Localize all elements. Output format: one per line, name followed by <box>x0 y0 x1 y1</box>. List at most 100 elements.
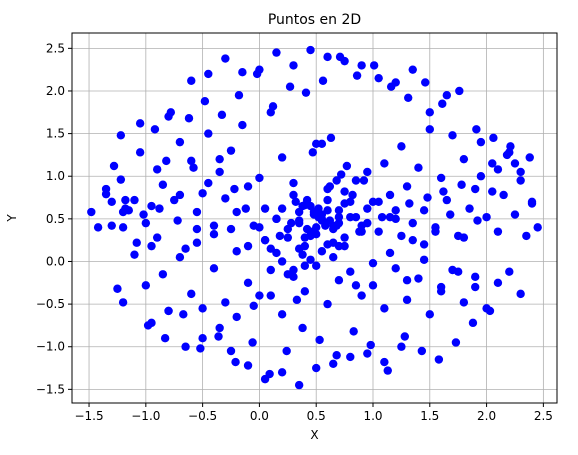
scatter-point <box>369 61 379 70</box>
y-tick-label: −1.5 <box>36 382 65 396</box>
scatter-point <box>243 278 253 287</box>
scatter-point <box>455 86 464 96</box>
scatter-point <box>116 131 126 140</box>
scatter-point <box>209 221 219 230</box>
scatter-point <box>329 253 338 262</box>
scatter-point <box>366 340 375 350</box>
scatter-point <box>302 195 312 205</box>
scatter-point <box>179 310 188 319</box>
x-tick-label: 2.5 <box>534 409 553 423</box>
scatter-point <box>323 240 332 249</box>
scatter-point <box>255 223 264 232</box>
scatter-point <box>282 346 291 356</box>
scatter-point <box>374 227 383 236</box>
scatter-point <box>357 227 366 236</box>
scatter-point <box>340 187 349 196</box>
scatter-point <box>101 184 111 194</box>
scatter-point <box>170 195 179 205</box>
scatter-point <box>141 218 151 228</box>
scatter-point <box>397 231 406 241</box>
scatter-point <box>289 265 298 275</box>
scatter-point <box>277 153 287 162</box>
y-tick-label: 0.5 <box>46 212 65 226</box>
scatter-point <box>380 357 389 367</box>
scatter-point <box>533 223 542 232</box>
scatter-point <box>457 180 466 189</box>
scatter-point <box>187 156 196 166</box>
scatter-point <box>405 199 414 208</box>
scatter-point <box>431 227 440 236</box>
scatter-point <box>209 229 219 239</box>
scatter-point <box>200 97 210 106</box>
x-tick-label: −0.5 <box>188 409 217 423</box>
scatter-point <box>221 54 230 63</box>
scatter-point <box>385 190 395 200</box>
scatter-point <box>255 291 264 300</box>
scatter-point <box>368 281 378 290</box>
scatter-point <box>377 212 387 222</box>
scatter-point <box>459 233 469 242</box>
scatter-point <box>363 349 372 358</box>
scatter-point <box>298 323 307 333</box>
scatter-point <box>215 167 224 177</box>
scatter-point <box>255 173 264 183</box>
scatter-point <box>516 167 525 177</box>
scatter-point <box>283 233 293 242</box>
scatter-point <box>198 334 207 343</box>
scatter-point <box>289 190 298 200</box>
scatter-point <box>332 221 341 230</box>
scatter-point <box>312 363 321 373</box>
scatter-point <box>359 176 369 185</box>
scatter-point <box>309 207 319 217</box>
scatter-point <box>346 352 355 362</box>
scatter-point <box>312 229 321 239</box>
scatter-point <box>476 137 486 147</box>
scatter-point <box>277 368 287 377</box>
scatter-point <box>243 241 253 251</box>
scatter-point <box>221 298 230 307</box>
scatter-point <box>147 241 156 251</box>
scatter-point <box>423 193 432 202</box>
scatter-point <box>291 197 300 207</box>
scatter-point <box>308 148 317 157</box>
scatter-point <box>130 250 139 259</box>
scatter-points <box>87 45 542 390</box>
scatter-point <box>493 165 503 174</box>
scatter-point <box>147 201 156 211</box>
scatter-point <box>408 235 417 245</box>
scatter-point <box>488 187 497 196</box>
scatter-point <box>473 216 482 225</box>
scatter-point <box>294 380 304 390</box>
scatter-point <box>230 184 239 194</box>
scatter-point <box>294 244 304 253</box>
scatter-point <box>118 223 128 232</box>
scatter-point <box>391 206 400 215</box>
scatter-point <box>459 298 469 307</box>
scatter-point <box>471 184 480 194</box>
scatter-point <box>266 265 275 275</box>
scatter-point <box>277 257 287 266</box>
scatter-point <box>485 306 495 316</box>
x-axis-label: X <box>310 428 318 442</box>
scatter-point <box>434 355 444 364</box>
y-tick-label: 1.5 <box>46 127 65 141</box>
scatter-point <box>152 233 162 242</box>
y-axis-label: Y <box>5 214 19 223</box>
scatter-point <box>317 247 327 256</box>
scatter-point <box>130 195 139 205</box>
scatter-point <box>232 247 241 256</box>
y-tick-label: 2.5 <box>46 41 65 55</box>
scatter-point <box>402 276 412 285</box>
scatter-point <box>238 68 247 77</box>
scatter-point <box>419 206 429 215</box>
scatter-point <box>189 163 198 172</box>
scatter-point <box>118 207 128 217</box>
scatter-point <box>277 204 287 213</box>
scatter-point <box>439 187 448 196</box>
scatter-point <box>414 274 423 283</box>
scatter-point <box>232 207 241 217</box>
scatter-point <box>285 82 295 91</box>
scatter-point <box>419 240 429 249</box>
scatter-point <box>277 310 287 319</box>
scatter-point <box>336 170 346 179</box>
